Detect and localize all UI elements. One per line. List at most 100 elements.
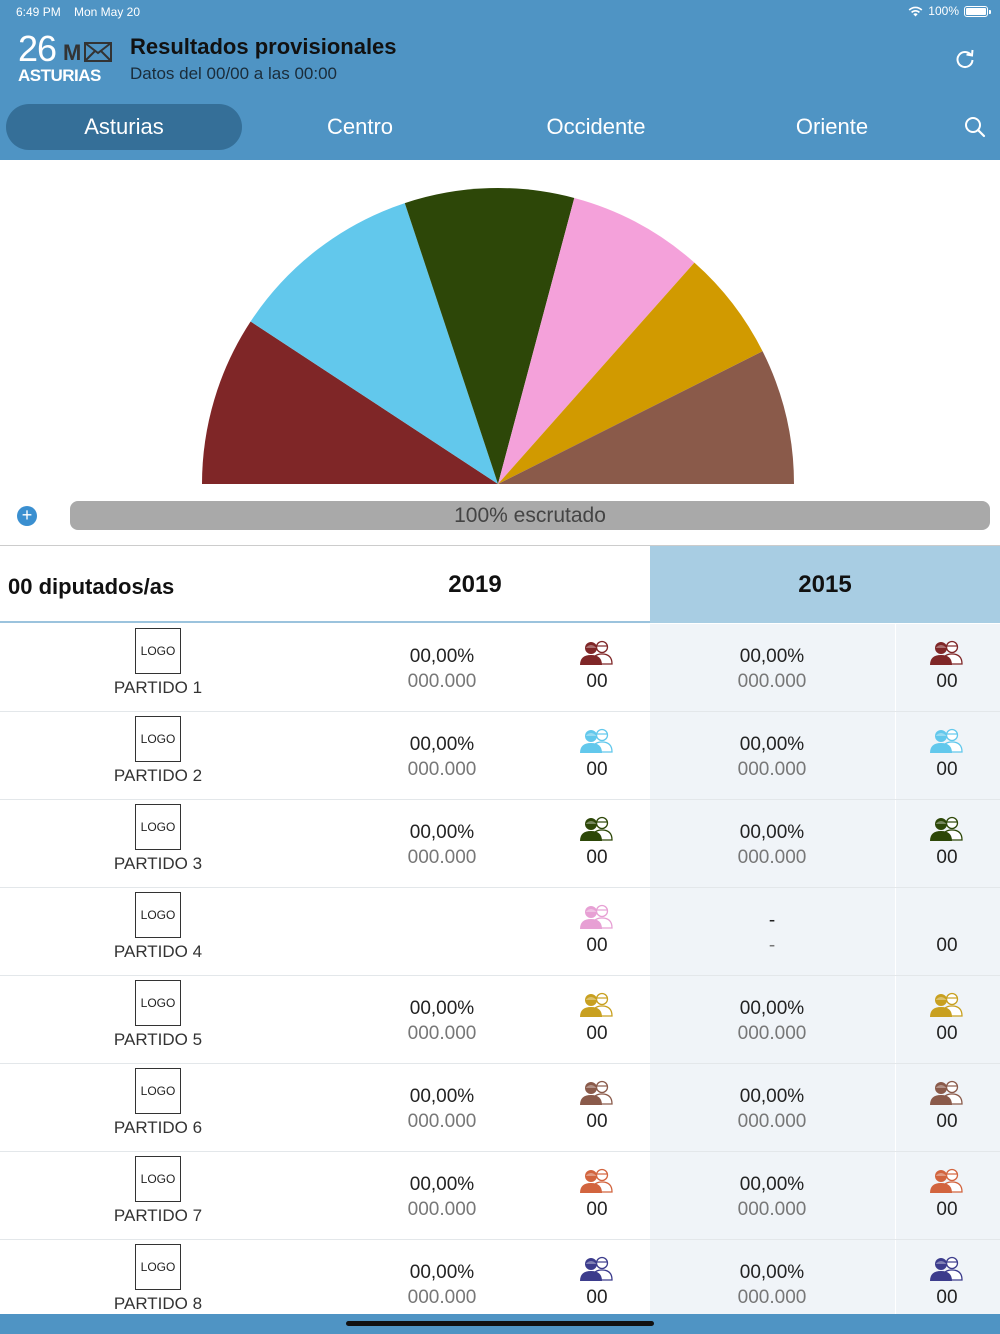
party-logo-label: LOGO <box>140 1084 176 1098</box>
votes-2019: 000.000 <box>407 759 477 780</box>
seats-2019: 00 <box>586 671 608 692</box>
brand-logo: 26 M ASTURIAS <box>18 28 118 86</box>
seats-2019: 00 <box>586 1199 608 1220</box>
votes-2019: 000.000 <box>407 847 477 868</box>
pct-2019: 00,00% <box>409 1086 475 1107</box>
pct-2019: 00,00% <box>409 646 475 667</box>
year-2015-seats-cell <box>896 1240 1000 1327</box>
year-2015-cell <box>650 800 895 887</box>
table-row[interactable]: LOGO PARTIDO 6 00,00% 000.000 00 00,00% … <box>0 1064 1000 1152</box>
party-logo: LOGO <box>135 716 181 762</box>
party-logo-label: LOGO <box>140 820 176 834</box>
tab-centro[interactable]: Centro <box>326 114 394 139</box>
party-logo: LOGO <box>135 892 181 938</box>
chart-slice-6 <box>498 351 794 484</box>
search-icon[interactable] <box>962 114 988 140</box>
votes-2019: 000.000 <box>407 1111 477 1132</box>
table-row[interactable]: LOGO PARTIDO 7 00,00% 000.000 00 00,00% … <box>0 1152 1000 1240</box>
seats-icon <box>929 1080 965 1106</box>
party-name: PARTIDO 3 <box>113 854 203 873</box>
year-2015-cell <box>650 888 895 975</box>
seats-icon <box>579 904 615 930</box>
progress-label: 100% escrutado <box>454 503 606 527</box>
pct-2019: 00,00% <box>409 1174 475 1195</box>
party-name: PARTIDO 1 <box>113 678 203 697</box>
party-name: PARTIDO 6 <box>113 1118 203 1137</box>
party-logo: LOGO <box>135 980 181 1026</box>
tab-occidente[interactable]: Occidente <box>546 114 646 139</box>
year-2015-cell <box>650 976 895 1063</box>
page-title: Resultados provisionales <box>130 34 397 59</box>
expand-plus-icon[interactable]: + <box>17 506 37 526</box>
pct-2015: 00,00% <box>739 1174 805 1195</box>
seats-2019: 00 <box>586 1287 608 1308</box>
chart-slice-5 <box>498 262 763 484</box>
seats-icon <box>579 1080 615 1106</box>
seats-2019: 00 <box>586 1111 608 1132</box>
pct-2019: 00,00% <box>409 1262 475 1283</box>
table-header: 00 diputados/as 2019 2015 <box>0 546 1000 623</box>
votes-2015: 000.000 <box>737 847 807 868</box>
seats-icon <box>929 640 965 666</box>
seats-2015: 00 <box>936 1023 958 1044</box>
hemicycle-chart <box>202 188 794 485</box>
pct-2019: 00,00% <box>409 998 475 1019</box>
table-row[interactable]: LOGO PARTIDO 2 00,00% 000.000 00 00,00% … <box>0 712 1000 800</box>
chart-slice-3 <box>404 188 575 485</box>
seats-icon <box>579 1168 615 1194</box>
seats-icon <box>929 816 965 842</box>
seats-icon <box>929 992 965 1018</box>
header: 6:49 PM Mon May 20 100% 26 M <box>0 0 1000 160</box>
votes-2015: 000.000 <box>737 1199 807 1220</box>
brand-number: 26 <box>18 28 57 69</box>
envelope-icon <box>84 42 112 62</box>
party-name: PARTIDO 8 <box>113 1294 203 1313</box>
brand-region: ASTURIAS <box>18 66 101 85</box>
pct-2015: 00,00% <box>739 998 805 1019</box>
seats-icon <box>579 728 615 754</box>
votes-2019: 000.000 <box>407 1023 477 1044</box>
year-2015-cell <box>650 624 895 711</box>
votes-2015: - <box>768 935 776 956</box>
seats-icon <box>579 1256 615 1282</box>
pct-2019: 00,00% <box>409 734 475 755</box>
votes-2015: 000.000 <box>737 671 807 692</box>
seats-2015: 00 <box>936 1287 958 1308</box>
table-row[interactable]: LOGO PARTIDO 3 00,00% 000.000 00 00,00% … <box>0 800 1000 888</box>
party-logo-label: LOGO <box>140 1260 176 1274</box>
party-logo-label: LOGO <box>140 644 176 658</box>
votes-2015: 000.000 <box>737 1023 807 1044</box>
seats-icon <box>579 992 615 1018</box>
pct-2015: 00,00% <box>739 646 805 667</box>
seats-2015: 00 <box>936 847 958 868</box>
table-row[interactable]: LOGO PARTIDO 1 00,00% 000.000 00 00,00% … <box>0 624 1000 712</box>
year-2015-seats-cell <box>896 712 1000 799</box>
year-2015-header[interactable]: 2015 <box>650 546 1000 623</box>
pct-2015: 00,00% <box>739 822 805 843</box>
table-row[interactable]: LOGO PARTIDO 5 00,00% 000.000 00 00,00% … <box>0 976 1000 1064</box>
tab-oriente[interactable]: Oriente <box>795 114 869 139</box>
pct-2015: 00,00% <box>739 1262 805 1283</box>
year-2019-header[interactable]: 2019 <box>300 546 650 623</box>
seats-2015: 00 <box>936 671 958 692</box>
refresh-icon[interactable] <box>952 46 978 72</box>
party-name: PARTIDO 7 <box>113 1206 203 1225</box>
year-2015-seats-cell <box>896 976 1000 1063</box>
tab-asturias[interactable]: Asturias <box>6 104 242 150</box>
party-logo: LOGO <box>135 1244 181 1290</box>
seats-icon <box>579 640 615 666</box>
seats-2015: 00 <box>936 1199 958 1220</box>
pct-2015: 00,00% <box>739 734 805 755</box>
count-progress: + 100% escrutado <box>0 500 1000 534</box>
table-row[interactable]: LOGO PARTIDO 4 00 - - 00 <box>0 888 1000 976</box>
seats-header: 00 diputados/as <box>8 574 175 599</box>
seats-icon <box>929 1256 965 1282</box>
year-2015-cell <box>650 1064 895 1151</box>
party-logo: LOGO <box>135 804 181 850</box>
party-name: PARTIDO 2 <box>113 766 203 785</box>
home-indicator[interactable] <box>346 1321 654 1326</box>
year-2015-seats-cell <box>896 1064 1000 1151</box>
status-date: Mon May 20 <box>74 5 141 19</box>
votes-2015: 000.000 <box>737 1111 807 1132</box>
party-logo-label: LOGO <box>140 908 176 922</box>
